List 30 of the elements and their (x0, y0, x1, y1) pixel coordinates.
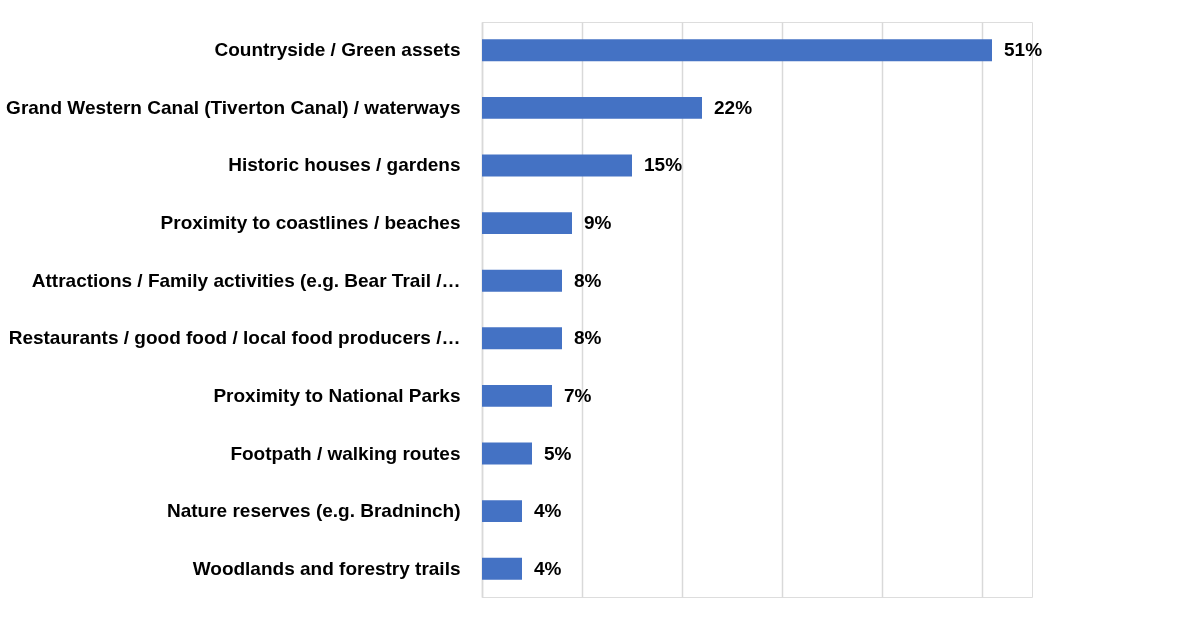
bar (482, 384, 552, 407)
y-tick-label: Grand Western Canal (Tiverton Canal) / waterways (6, 96, 461, 118)
data-label: 8% (574, 269, 602, 291)
y-tick-label: Restaurants / good food / local food producers /… (8, 327, 461, 349)
bar (482, 327, 562, 350)
bar (482, 442, 532, 465)
data-label: 22% (714, 96, 753, 118)
bar (482, 96, 702, 119)
y-tick-label: Woodlands and forestry trails (192, 557, 461, 579)
bar (482, 557, 522, 580)
data-label: 4% (534, 500, 562, 522)
bar (482, 212, 572, 235)
data-label: 51% (1004, 39, 1043, 61)
data-label: 8% (574, 327, 602, 349)
data-label: 5% (544, 442, 572, 464)
y-tick-label: Historic houses / gardens (228, 154, 461, 176)
bar (482, 39, 992, 62)
y-tick-label: Countryside / Green assets (214, 39, 461, 61)
bar (482, 500, 522, 523)
y-tick-label: Proximity to National Parks (213, 384, 461, 406)
bar (482, 154, 632, 177)
data-label: 15% (644, 154, 683, 176)
y-tick-label: Proximity to coastlines / beaches (160, 212, 461, 234)
data-label: 4% (534, 557, 562, 579)
y-tick-label: Footpath / walking routes (230, 442, 461, 464)
bar (482, 269, 562, 292)
y-tick-label: Nature reserves (e.g. Bradninch) (166, 500, 461, 522)
y-tick-label: Attractions / Family activities (e.g. Bear Trail /… (31, 269, 461, 291)
data-label: 7% (564, 384, 592, 406)
data-label: 9% (584, 212, 612, 234)
